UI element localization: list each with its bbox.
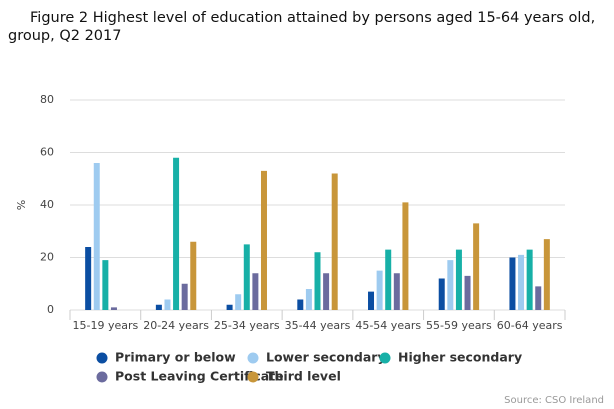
bar: [535, 286, 542, 310]
bar: [314, 252, 321, 310]
legend-marker: [247, 371, 259, 383]
legend-marker: [247, 352, 259, 364]
bar: [155, 304, 162, 310]
bar: [473, 223, 480, 310]
bar: [464, 275, 471, 310]
bar: [455, 249, 462, 310]
y-tick-label: 60: [40, 146, 54, 159]
bar: [447, 260, 454, 310]
bar: [226, 304, 233, 310]
x-tick-label: 45-54 years: [355, 319, 421, 332]
bar: [102, 260, 109, 310]
legend-label: Primary or below: [115, 350, 236, 365]
x-tick-label: 35-44 years: [285, 319, 351, 332]
bar: [331, 173, 338, 310]
x-tick-label: 55-59 years: [426, 319, 492, 332]
bar: [368, 291, 375, 310]
bar: [376, 270, 383, 310]
y-tick-label: 0: [47, 303, 54, 316]
legend-marker: [96, 371, 108, 383]
bar: [243, 244, 250, 310]
y-tick-label: 40: [40, 198, 54, 211]
bar: [297, 299, 304, 310]
bar: [518, 254, 525, 310]
bar: [85, 247, 92, 310]
x-tick-label: 15-19 years: [72, 319, 138, 332]
source: Source: CSO Ireland: [504, 395, 604, 406]
legend-label: Lower secondary: [266, 350, 386, 365]
bar: [164, 299, 171, 310]
bar: [402, 202, 409, 310]
bar: [385, 249, 392, 310]
x-tick-label: 25-34 years: [214, 319, 280, 332]
legend-label: Third level: [266, 369, 341, 384]
bar: [173, 157, 180, 310]
chart-title: group, Q2 2017: [8, 28, 121, 44]
legend-label: Higher secondary: [398, 350, 522, 365]
bar: [260, 170, 267, 310]
bar: [393, 273, 400, 310]
y-tick-label: 80: [40, 93, 54, 106]
legend-marker: [96, 352, 108, 364]
bar: [190, 241, 197, 310]
bar: [252, 273, 259, 310]
bar: [526, 249, 533, 310]
bar: [323, 273, 330, 310]
bar: [305, 289, 312, 310]
legend-marker: [379, 352, 391, 364]
bar: [93, 163, 100, 310]
bar: [110, 307, 117, 310]
bar: [543, 239, 550, 310]
bar: [438, 278, 445, 310]
x-tick-label: 20-24 years: [143, 319, 209, 332]
chart-title: Figure 2 Highest level of education atta…: [30, 10, 595, 26]
bar: [509, 257, 516, 310]
x-tick-label: 60-64 years: [497, 319, 563, 332]
y-tick-label: 20: [40, 251, 54, 264]
bar: [235, 294, 242, 310]
y-axis-label: %: [15, 200, 28, 210]
legend-label: Post Leaving Certificate: [115, 369, 284, 384]
bar: [181, 283, 188, 310]
